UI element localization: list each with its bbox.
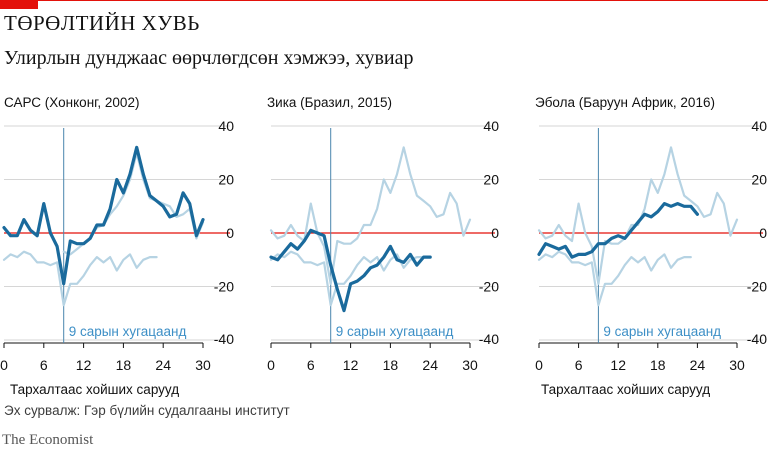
- marker-label: 9 сарын хугацаанд: [336, 324, 454, 339]
- x-tick-label: 24: [690, 357, 706, 373]
- x-tick-label: 30: [729, 357, 745, 373]
- x-axis-label: Тархалтаас хойших сарууд: [541, 382, 710, 397]
- x-tick-label: 0: [535, 357, 543, 373]
- y-tick-label: 0: [491, 225, 499, 241]
- y-tick-label: 40: [751, 118, 767, 134]
- y-tick-label: 20: [751, 172, 767, 188]
- x-tick-label: 0: [267, 357, 275, 373]
- x-tick-label: 18: [383, 357, 399, 373]
- y-tick-label: -40: [214, 331, 234, 347]
- y-tick-label: 40: [218, 118, 234, 134]
- highlight-series-line: [2, 145, 205, 286]
- x-tick-label: 18: [116, 357, 132, 373]
- x-tick-label: 12: [343, 357, 359, 373]
- y-tick-label: -20: [747, 279, 767, 295]
- x-tick-label: 30: [462, 357, 478, 373]
- x-axis-label: Тархалтаас хойших сарууд: [10, 382, 179, 397]
- comparison-series-line: [537, 250, 692, 307]
- marker-label: 9 сарын хугацаанд: [69, 324, 187, 339]
- panel-title: САРС (Хонконг, 2002): [4, 95, 139, 110]
- comparison-series-line: [2, 250, 158, 307]
- highlight-series-line: [269, 228, 432, 313]
- brand-logo-text: The Economist: [2, 432, 94, 448]
- marker-label: 9 сарын хугацаанд: [603, 324, 721, 339]
- y-tick-label: 20: [218, 172, 234, 188]
- comparison-series-line: [62, 151, 205, 256]
- x-tick-label: 24: [155, 357, 171, 373]
- panel-title: Эбола (Баруун Африк, 2016): [535, 95, 715, 110]
- y-tick-label: -20: [479, 279, 499, 295]
- highlight-series-line: [537, 202, 699, 259]
- y-tick-label: 0: [226, 225, 234, 241]
- panel-title: Зика (Бразил, 2015): [267, 95, 392, 110]
- x-tick-label: 18: [650, 357, 666, 373]
- x-tick-label: 6: [575, 357, 583, 373]
- brand-red-tag: [0, 0, 38, 9]
- y-tick-label: -40: [479, 331, 499, 347]
- chart-subtitle: Улирлын дунджаас өөрчлөгдсөн хэмжээ, хув…: [4, 47, 414, 69]
- y-tick-label: 40: [483, 118, 499, 134]
- x-tick-label: 6: [307, 357, 315, 373]
- comparison-series-line: [269, 250, 425, 307]
- x-tick-label: 12: [610, 357, 626, 373]
- x-tick-label: 12: [76, 357, 92, 373]
- y-tick-label: 0: [759, 225, 767, 241]
- x-tick-label: 6: [40, 357, 48, 373]
- source-note: Эх сурвалж: Гэр бүлийн судалгааны инстит…: [4, 403, 290, 418]
- x-tick-label: 30: [195, 357, 211, 373]
- y-tick-label: 20: [483, 172, 499, 188]
- top-rule: [0, 0, 768, 1]
- y-tick-label: -20: [214, 279, 234, 295]
- x-tick-label: 0: [0, 357, 8, 373]
- comparison-series-line: [537, 146, 739, 285]
- y-tick-label: -40: [747, 331, 767, 347]
- chart-title: ТӨРӨЛТИЙН ХУВЬ: [4, 11, 200, 35]
- x-tick-label: 24: [422, 357, 438, 373]
